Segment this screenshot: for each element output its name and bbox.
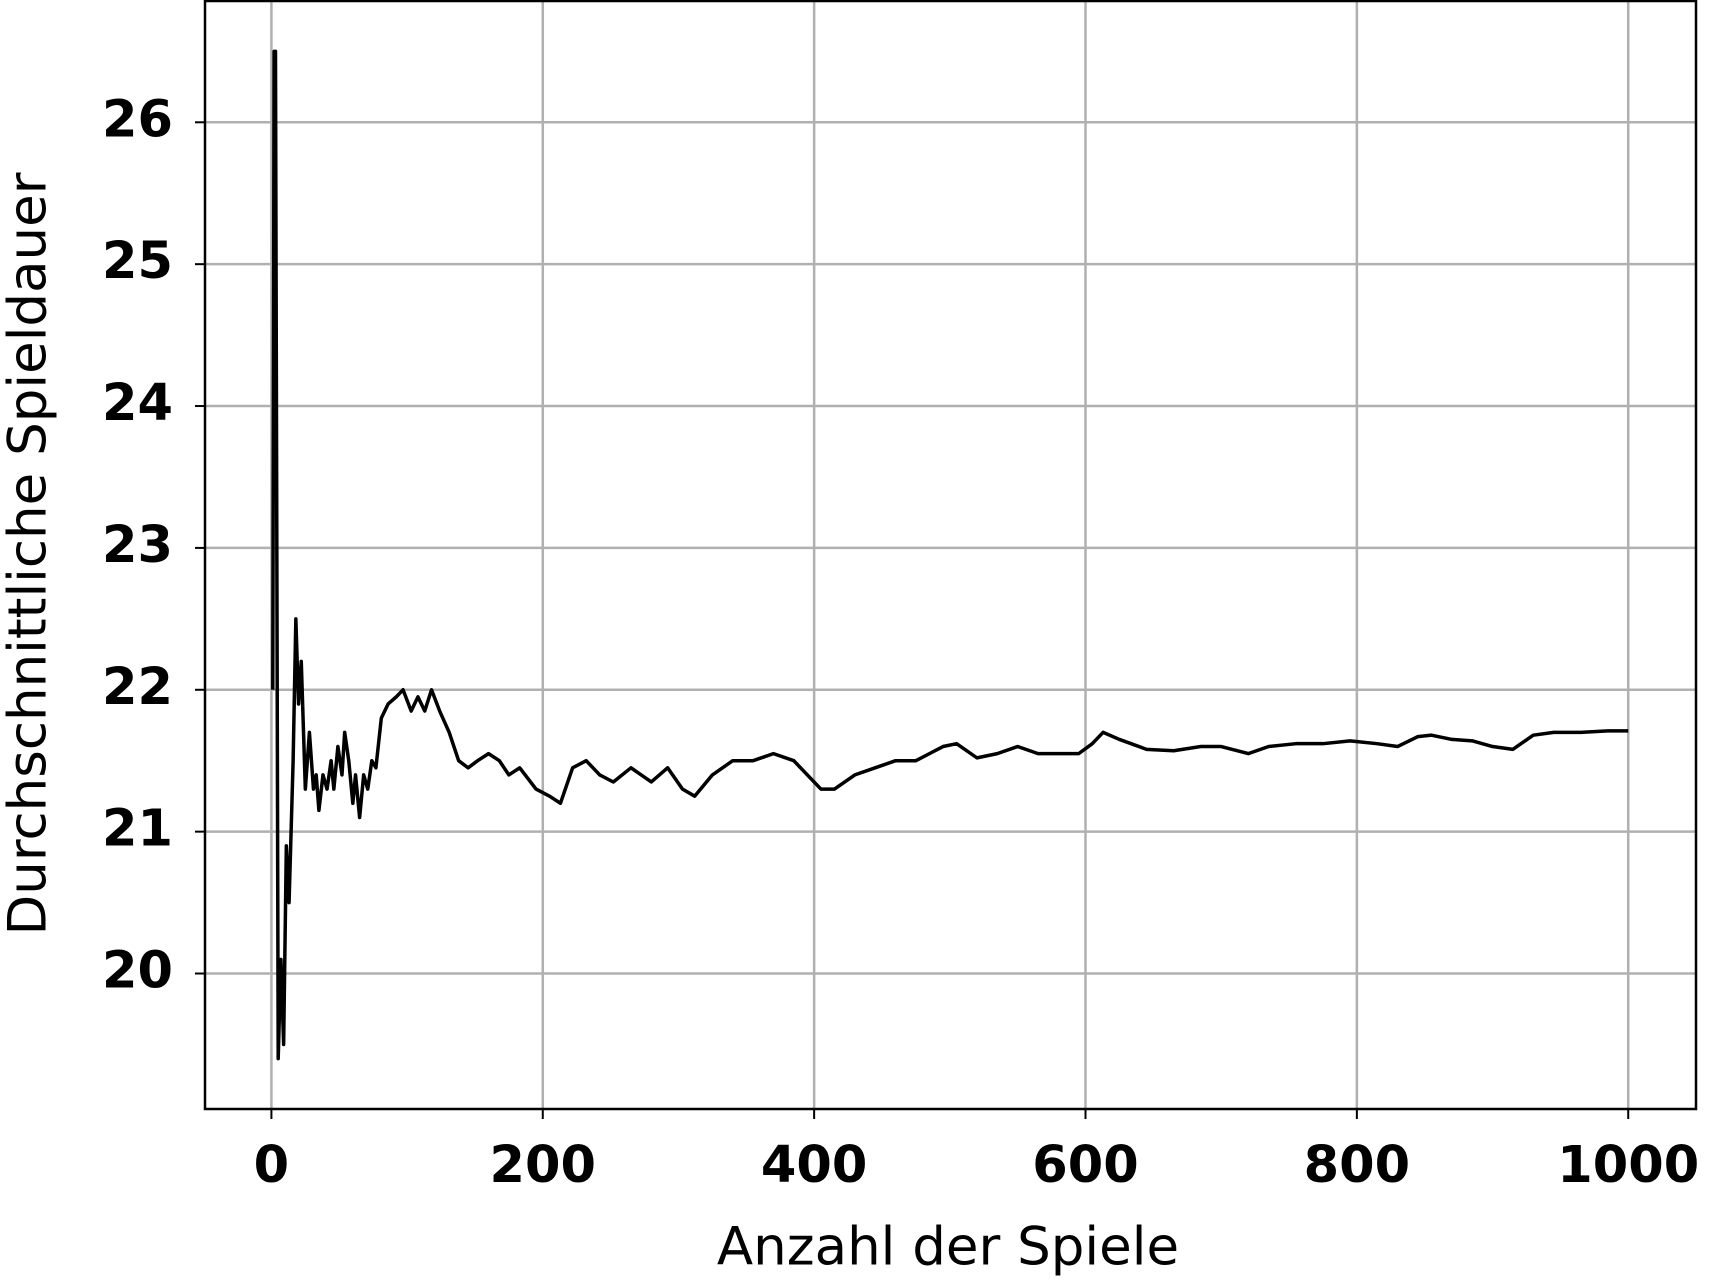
x-axis-label: Anzahl der Spiele — [717, 1217, 1179, 1278]
y-tick-label: 22 — [102, 658, 173, 717]
y-tick-label: 24 — [102, 374, 173, 433]
x-tick-label: 1000 — [1557, 1136, 1699, 1195]
plot-frame — [203, 0, 1698, 1111]
y-tick-label: 25 — [102, 232, 173, 291]
x-tick-label: 800 — [1304, 1136, 1410, 1195]
x-tick-label: 0 — [254, 1136, 290, 1195]
y-axis-label: Durchschnittliche Spieldauer — [0, 172, 59, 935]
data-line — [271, 49, 1629, 1061]
x-tick-label: 400 — [761, 1136, 867, 1195]
x-tick-label: 200 — [490, 1136, 596, 1195]
x-tick-label: 600 — [1032, 1136, 1138, 1195]
y-tick-label: 23 — [102, 516, 173, 575]
y-tick-label: 21 — [102, 800, 173, 859]
y-tick-label: 26 — [102, 90, 173, 149]
y-tick-label: 20 — [102, 942, 173, 1001]
